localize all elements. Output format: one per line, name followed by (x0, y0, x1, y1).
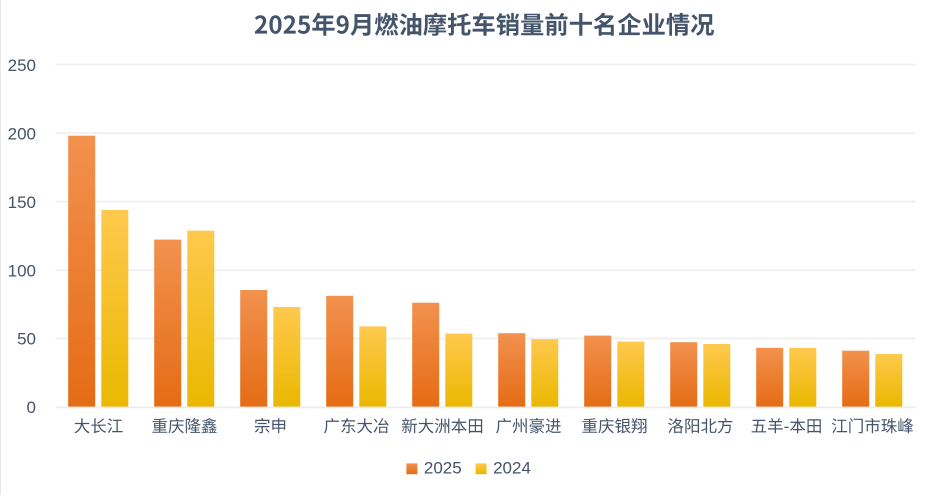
svg-text:2025: 2025 (424, 459, 462, 478)
svg-text:250: 250 (8, 56, 36, 75)
svg-text:0: 0 (27, 398, 36, 417)
svg-text:100: 100 (8, 261, 36, 280)
svg-text:50: 50 (17, 330, 36, 349)
svg-text:2024: 2024 (493, 459, 531, 478)
svg-text:200: 200 (8, 124, 36, 143)
svg-text:150: 150 (8, 193, 36, 212)
